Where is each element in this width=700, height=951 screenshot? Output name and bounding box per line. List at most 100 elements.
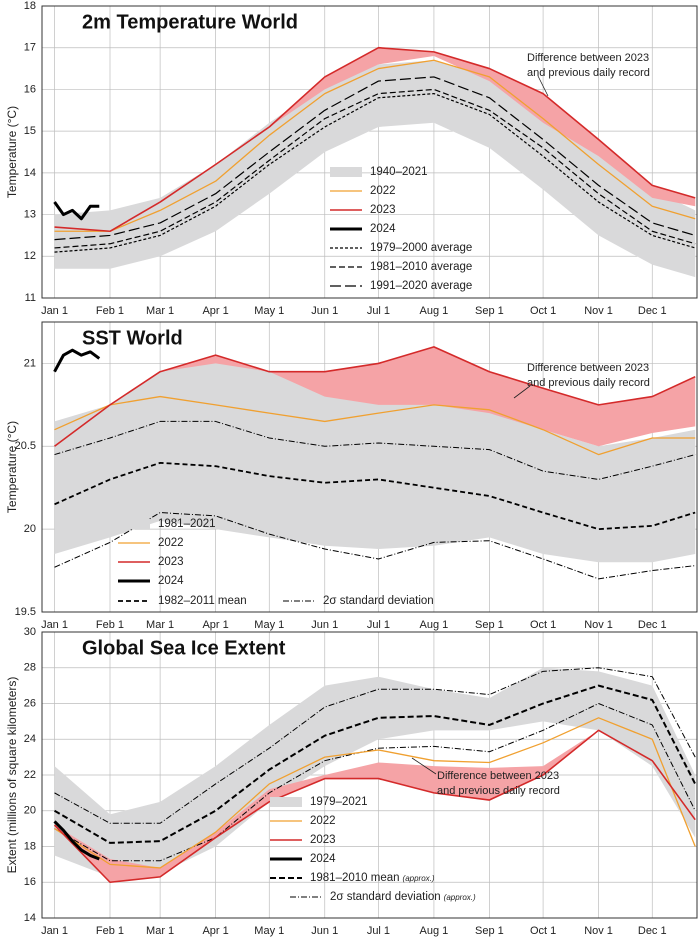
plot-frame: [41, 321, 698, 613]
x-tick-label: May 1: [254, 619, 284, 631]
y-tick-label: 26: [24, 697, 36, 709]
series-line: [54, 703, 696, 862]
legend-label: 2023: [370, 204, 396, 216]
series-line: [54, 93, 696, 253]
y-tick-label: 20: [24, 523, 36, 535]
x-tick-label: Nov 1: [584, 305, 613, 317]
legend-swatch: [270, 797, 302, 807]
y-tick-label: 16: [24, 876, 36, 888]
series-line: [54, 395, 696, 456]
panel: 19.5 20 20.5 21 Jan 1 Feb 1 Mar 1 Apr 1 May 1 Jun…: [5, 321, 698, 631]
legend-note: (approx.): [403, 874, 435, 883]
annotation-leader: [411, 757, 437, 775]
legend-label: 1981–2021: [158, 518, 216, 530]
plot-frame: [41, 5, 698, 299]
y-tick-label: 20.5: [15, 440, 36, 452]
legend-label: 1991–2020 average: [370, 280, 472, 292]
annotation: Difference between 2023: [437, 770, 559, 782]
x-tick-label: Mar 1: [146, 305, 174, 317]
annotation: Difference between 2023: [527, 362, 649, 374]
x-tick-label: Sep 1: [475, 619, 504, 631]
legend-label: 2024: [370, 223, 396, 235]
legend-label: 1982–2011 mean: [158, 595, 247, 607]
legend-label: 1940–2021: [370, 166, 428, 178]
y-tick-label: 11: [25, 292, 36, 304]
x-tick-label: Aug 1: [420, 619, 449, 631]
annotation-leader: [537, 75, 549, 97]
x-tick-label: Feb 1: [96, 619, 124, 631]
annotation-leader: [513, 385, 531, 399]
legend-label: 1979–2000 average: [370, 242, 472, 254]
series-line: [54, 346, 696, 447]
y-tick-label: 14: [24, 167, 36, 179]
legend-label: 1981–2010 mean: [310, 872, 400, 884]
legend-label: 1979–2021: [310, 796, 368, 808]
x-tick-label: Dec 1: [638, 305, 667, 317]
legend-label: 2σ standard deviation: [330, 891, 441, 903]
y-tick-label: 24: [24, 733, 36, 745]
x-tick-label: Dec 1: [638, 619, 667, 631]
y-tick-label: 17: [24, 42, 36, 54]
legend-label: 2024: [310, 853, 336, 865]
x-tick-label: Mar 1: [146, 925, 174, 937]
x-tick-label: Jan 1: [41, 619, 68, 631]
y-axis-label: Temperature (°C): [5, 421, 19, 513]
series-line: [54, 76, 696, 241]
x-tick-label: Jan 1: [41, 925, 68, 937]
legend-swatch: [330, 167, 362, 177]
x-tick-label: Jul 1: [367, 619, 390, 631]
x-tick-label: Aug 1: [420, 305, 449, 317]
x-tick-label: Jun 1: [311, 305, 338, 317]
legend-label: 2023: [310, 834, 336, 846]
y-tick-label: 21: [24, 357, 36, 369]
legend-label: 2022: [310, 815, 336, 827]
annotation: Difference between 2023: [527, 52, 649, 64]
x-tick-label: Oct 1: [530, 925, 556, 937]
y-axis-label: Temperature (°C): [5, 106, 19, 198]
legend-label: 1981–2010 average: [370, 261, 472, 273]
y-tick-label: 30: [24, 626, 36, 638]
x-tick-label: Nov 1: [584, 925, 613, 937]
annotation: and previous daily record: [527, 67, 650, 79]
x-tick-label: Nov 1: [584, 619, 613, 631]
series-line: [54, 46, 696, 233]
series-line: [54, 59, 696, 232]
annotation: and previous daily record: [437, 785, 560, 797]
y-tick-label: 19.5: [15, 606, 36, 618]
y-tick-label: 12: [24, 250, 36, 262]
x-tick-label: Mar 1: [146, 619, 174, 631]
series-line: [53, 348, 101, 373]
panel: 11 12 13 14 15 16 17 18 Jan 1 Feb 1 Mar 1 Apr 1 May …: [5, 0, 698, 317]
y-axis-label: Extent (millions of square kilometers): [5, 677, 19, 874]
record-difference-area: [54, 346, 696, 447]
y-tick-label: 22: [24, 769, 36, 781]
plot-area: [42, 322, 697, 612]
record-difference-area: [54, 730, 696, 883]
x-tick-label: Jun 1: [311, 619, 338, 631]
x-tick-label: Dec 1: [638, 925, 667, 937]
series-line: [54, 684, 697, 844]
x-tick-label: Jan 1: [41, 305, 68, 317]
x-tick-label: Jul 1: [367, 305, 390, 317]
legend-label: 2023: [158, 556, 184, 568]
series-line: [53, 201, 100, 221]
y-tick-label: 13: [24, 208, 36, 220]
plot-area: [42, 6, 697, 298]
y-tick-label: 18: [24, 0, 36, 12]
y-tick-label: 15: [24, 125, 36, 137]
legend-label: 2σ standard deviation: [323, 595, 434, 607]
legend-label: 2022: [158, 537, 184, 549]
legend-note: (approx.): [444, 893, 476, 902]
legend-label: 2024: [158, 575, 184, 587]
chart-title: 2m Temperature World: [82, 11, 298, 33]
y-tick-label: 28: [24, 662, 36, 674]
annotation: and previous daily record: [527, 377, 650, 389]
x-tick-label: May 1: [254, 305, 284, 317]
series-line: [54, 717, 696, 869]
series-line: [53, 820, 100, 861]
legend-label: 2022: [370, 185, 396, 197]
series-line: [54, 512, 696, 580]
